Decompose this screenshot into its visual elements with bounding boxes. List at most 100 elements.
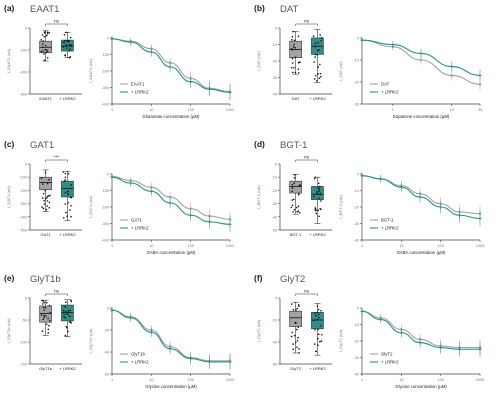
panel-d-box-lrrk2-point <box>318 190 320 192</box>
panel-d-significance-label: ns <box>304 155 310 160</box>
panel-e-box-group-label: + LRRK2 <box>59 366 76 371</box>
panel-c-box-ytick-label: -100 <box>19 176 27 180</box>
panel-c-box-control-point <box>45 208 48 211</box>
panel-a-box-lrrk2-point <box>65 47 68 49</box>
panel-c-box-control-point <box>46 182 49 185</box>
panel-b-box-control-point <box>294 47 296 49</box>
panel-f-box-control-point <box>296 346 298 349</box>
panel-f-box-control-point <box>293 334 296 337</box>
panel-e-curve-lrrk2-point <box>228 360 232 364</box>
panel-a-curve-ytick-label: -100 <box>101 53 109 57</box>
panel-a-box-lrrk2-point <box>69 48 71 50</box>
panel-e-curve-lrrk2-point <box>129 316 133 320</box>
panel-d-box-ytick-label: 0 <box>275 163 277 167</box>
panel-f-curve-ytick-label: -30 <box>354 356 360 360</box>
panel-f-box-lrrk2-point <box>313 319 315 322</box>
panel-a-significance-bracket <box>45 23 68 26</box>
panel-e-letter: (e) <box>4 273 15 283</box>
panel-b-box-control-point <box>291 39 293 41</box>
panel-a-significance-label: ns <box>54 19 60 24</box>
panel-a-curve-ytick-label: -400 <box>101 103 109 107</box>
panel-d-curve-lrrk2-point <box>379 177 383 181</box>
panel-d-curve-lrrk2-point <box>457 213 461 217</box>
panel-a-box-lrrk2-point <box>63 41 66 44</box>
panel-e-curve-ytick-label: 0 <box>107 307 109 311</box>
panel-a-box-lrrk2-point <box>68 40 70 42</box>
panel-f-box-control-point <box>296 307 299 310</box>
panel-f-box-lrrk2-point <box>313 343 316 345</box>
panel-e-box-lrrk2-point <box>66 327 68 329</box>
panel-d-box-lrrk2-point <box>318 188 320 190</box>
panel-f-box-lrrk2-point <box>320 340 323 342</box>
panel-c-box-group-label: + LRRK2 <box>59 232 76 237</box>
panel-b-box-lrrk2-point <box>313 61 316 63</box>
panel-e-box-lrrk2-point <box>65 301 67 304</box>
panel-c-box-control-point <box>48 178 50 181</box>
panel-f-title: GlyT2 <box>280 274 305 285</box>
panel-c-curve-lrrk2-point <box>207 220 211 224</box>
panel-c-curve-lrrk2-point <box>189 213 193 217</box>
panel-a-curve-lrrk2-point <box>110 37 114 41</box>
panel-e-box-control-point <box>46 323 48 326</box>
panel-e-legend-label: GlyT1b <box>131 352 145 357</box>
panel-c-curve-xlabel: GABA concentration (µM) <box>147 250 196 255</box>
panel-f-box-lrrk2-point <box>317 308 320 311</box>
panel-b-curve-xtick-label: 1 <box>392 108 394 112</box>
panel-d-curve-lrrk2-point <box>360 174 364 178</box>
panel-e-box-lrrk2-point <box>64 334 67 337</box>
panel-b-box-lrrk2-point <box>314 74 317 77</box>
panel-a-box-lrrk2-point <box>65 31 67 34</box>
panel-d-box-lrrk2-point <box>318 215 320 218</box>
panel-a-curve-xtick-label: 100 <box>187 108 193 112</box>
panel-a-box-ylabel: I_EAAT1 (nA) <box>6 48 11 73</box>
panel-a-curve-ylabel: I_EAAT1 (nA) <box>88 58 93 83</box>
panel-b-box-group-label: DAT <box>292 96 300 101</box>
panel-d-box-lrrk2-point <box>315 209 317 211</box>
panel-d-box-group-label: BGT-1 <box>290 232 302 237</box>
panel-d-box-lrrk2-point <box>318 197 320 200</box>
panel-c-box-control-point <box>42 183 44 185</box>
panel-e-curve-ytick-label: -40 <box>104 351 110 355</box>
panel-b-curve-control-point <box>478 82 482 86</box>
panel-f-box-lrrk2-point <box>316 305 319 307</box>
panel-f-curve-lrrk2-point <box>418 341 422 345</box>
panel-d-box-lrrk2-point <box>317 209 319 212</box>
panel-b-box-lrrk2-point <box>314 42 317 45</box>
panel-b-curve-control-point <box>419 58 423 62</box>
panel-b-box-control-point <box>291 35 294 38</box>
panel-f-box-ytick-label: -60 <box>272 363 278 367</box>
panel-d-curve-ytick-label: -30 <box>354 222 360 226</box>
panel-a-box-lrrk2-point <box>64 39 66 42</box>
panel-c-curve-lrrk2-point <box>168 201 172 205</box>
panel-e-box-control-point <box>40 314 43 316</box>
panel-e-box-control-point <box>41 303 44 305</box>
panel-f-box-control-point <box>290 303 293 305</box>
panel-b-curve-control-point <box>450 74 454 77</box>
panel-c-box-ytick-label: -500 <box>19 229 27 233</box>
panel-b-title: DAT <box>280 4 298 15</box>
panel-b-box-ylabel: I_DAT (nA) <box>256 51 261 71</box>
panel-b-box-control-point <box>291 49 294 51</box>
panel-e-box-lrrk2-point <box>64 305 66 308</box>
panel-b-box-control-point <box>297 72 300 74</box>
panel-c-curve-xtick-label: 1 <box>111 244 113 248</box>
panel-d-box-lrrk2-point <box>314 176 317 179</box>
panel-a-box-control-point <box>42 50 44 52</box>
panel-c-curve-xtick-label: 100 <box>187 244 193 248</box>
panel-a-box-control-point <box>44 31 46 33</box>
panel-c-box-lrrk2-point <box>64 176 67 179</box>
panel-f-box-lrrk2-point <box>320 309 322 312</box>
panel-b-box-group-label: + LRRK2 <box>309 96 326 101</box>
panel-b-box-control-point <box>290 66 293 69</box>
panel-c-box-control-point <box>46 205 48 207</box>
panel-b-curve-lrrk2-point <box>360 38 364 42</box>
panel-b-box-control-point <box>297 61 300 64</box>
panel-b-box-lrrk2-point <box>314 56 316 58</box>
panel-f-box-control-point <box>295 309 297 311</box>
panel-b-box-control-point <box>290 47 293 50</box>
panel-a-box-control-point <box>40 50 43 53</box>
panel-a-box-lrrk2-point <box>66 40 68 42</box>
panel-a-curve-xtick-label: 1000 <box>226 108 234 112</box>
panel-c-box-lrrk2 <box>61 180 74 198</box>
panel-e-box-control-point <box>47 332 49 334</box>
